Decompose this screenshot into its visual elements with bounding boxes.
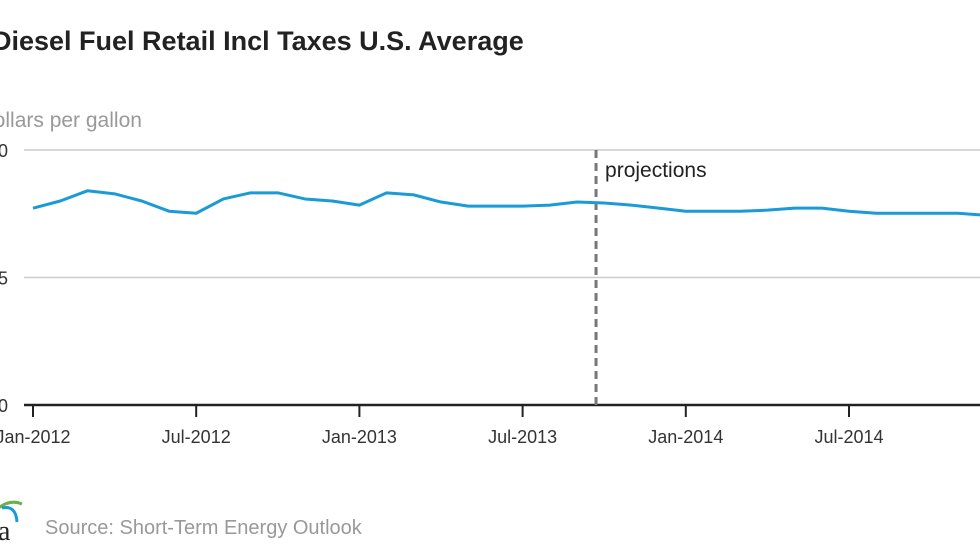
projections-annotation: projections	[605, 159, 707, 182]
x-tick-label: Jan-2012	[0, 427, 71, 447]
series-line	[32, 189, 980, 217]
y-tick-label: 5.0	[0, 141, 8, 161]
x-tick-label: Jul-2013	[488, 427, 557, 447]
x-tick-label: Jul-2012	[162, 427, 231, 447]
x-tick-label: Jan-2013	[322, 427, 397, 447]
chart-title: Diesel Fuel Retail Incl Taxes U.S. Avera…	[0, 26, 524, 56]
source-note: Source: Short-Term Energy Outlook	[45, 517, 363, 539]
y-tick-label: 2.5	[0, 269, 8, 289]
y-tick-label: 0	[0, 396, 8, 416]
svg-text:a: a	[0, 516, 11, 547]
eia-logo-icon: a	[0, 500, 23, 547]
x-tick-label: Jan-2014	[648, 427, 723, 447]
y-axis-label: dollars per gallon	[0, 109, 142, 132]
x-tick-label: Jul-2014	[814, 427, 883, 447]
